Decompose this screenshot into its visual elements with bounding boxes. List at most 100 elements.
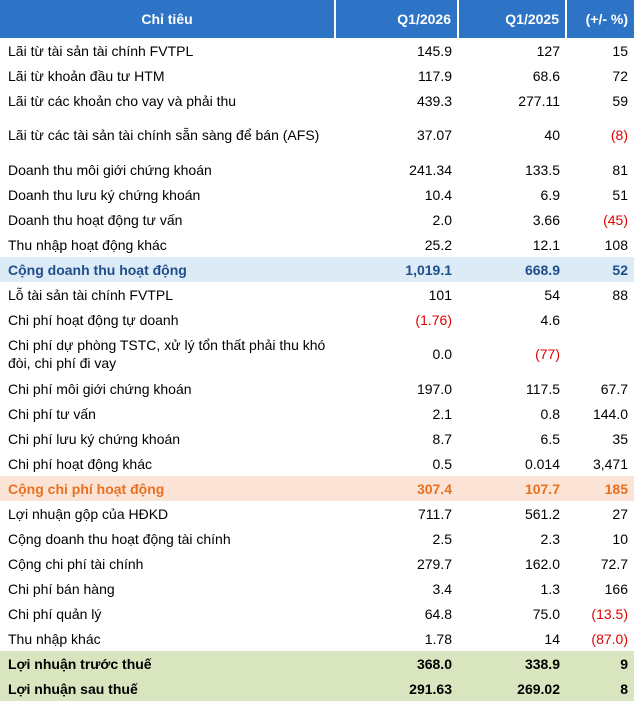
value-cell: 68.6 [532, 67, 560, 84]
table-row: Lỗ tài sản tài chính FVTPL 101 54 88 [0, 282, 634, 307]
value-cell: 279.7 [416, 555, 452, 572]
value-cell: 145.9 [416, 42, 452, 59]
table-row: Lãi từ khoản đầu tư HTM 117.9 68.6 72 [0, 63, 634, 88]
value-cell: (13.5) [591, 605, 628, 622]
row-label: Chi phí hoạt động khác [8, 455, 152, 472]
table-row: Chi phí lưu ký chứng khoán 8.7 6.5 35 [0, 426, 634, 451]
value-cell: 711.7 [418, 505, 452, 522]
value-cell: 81 [612, 161, 628, 178]
value-cell: 117.9 [418, 67, 452, 84]
value-cell: 8 [566, 676, 634, 701]
value-cell: 4.6 [540, 311, 560, 328]
value-cell: 75.0 [532, 605, 560, 622]
value-cell: 72 [612, 67, 628, 84]
value-cell: 59 [612, 92, 628, 109]
value-cell: 1,019.1 [335, 257, 458, 282]
row-label: Doanh thu lưu ký chứng khoán [8, 186, 201, 203]
value-cell: 10.4 [424, 186, 452, 203]
value-cell: 2.1 [432, 405, 452, 422]
value-cell: 6.5 [540, 430, 560, 447]
empty-cell [566, 307, 634, 332]
table-row: Doanh thu hoạt động tư vấn 2.0 3.66 (45) [0, 207, 634, 232]
table-row: Chi phí bán hàng 3.4 1.3 166 [0, 576, 634, 601]
table-row: Doanh thu môi giới chứng khoán 241.34 133.… [0, 157, 634, 182]
value-cell: 8.7 [432, 430, 452, 447]
value-cell: 561.2 [524, 505, 560, 522]
table-row: Thu nhập khác 1.78 14 (87.0) [0, 626, 634, 651]
value-cell: 368.0 [335, 651, 458, 676]
row-label: Lợi nhuận sau thuế [0, 676, 335, 701]
empty-cell [566, 332, 634, 376]
row-label: Cộng doanh thu hoạt động tài chính [8, 530, 231, 547]
value-cell: 64.8 [424, 605, 452, 622]
value-cell: 14 [544, 630, 560, 647]
table-row: Lợi nhuận sau thuế 291.63 269.02 8 [0, 676, 634, 701]
value-cell: 1.3 [540, 580, 560, 597]
value-cell: 0.5 [432, 455, 452, 472]
value-cell: 101 [428, 286, 452, 303]
row-label: Thu nhập khác [8, 630, 101, 647]
value-cell: 3,471 [592, 455, 628, 472]
value-cell: 107.7 [458, 476, 566, 501]
table-row: Cộng doanh thu hoạt động 1,019.1 668.9 52 [0, 257, 634, 282]
row-label: Chi phí dự phòng TSTC, xử lý tổn thất ph… [8, 337, 326, 371]
value-cell: 291.63 [335, 676, 458, 701]
value-cell: 241.34 [409, 161, 452, 178]
table-row: Doanh thu lưu ký chứng khoán 10.4 6.9 51 [0, 182, 634, 207]
table-row: Cộng chi phí tài chính 279.7 162.0 72.7 [0, 551, 634, 576]
value-cell: 185 [566, 476, 634, 501]
value-cell: 127 [536, 42, 560, 59]
row-label: Doanh thu hoạt động tư vấn [8, 211, 183, 228]
table-row: Lợi nhuận gộp của HĐKD 711.7 561.2 27 [0, 501, 634, 526]
value-cell: 37.07 [416, 127, 452, 143]
value-cell: 15 [612, 42, 628, 59]
row-label: Lợi nhuận gộp của HĐKD [8, 505, 169, 522]
row-label: Chi phí hoạt động tự doanh [8, 311, 179, 328]
value-cell: 6.9 [540, 186, 560, 203]
value-cell: 72.7 [600, 555, 628, 572]
row-label: Lãi từ tài sản tài chính FVTPL [8, 42, 194, 59]
value-cell: 2.0 [432, 211, 452, 228]
value-cell: 35 [612, 430, 628, 447]
value-cell: 12.1 [532, 236, 560, 253]
table-row: Lãi từ tài sản tài chính FVTPL 145.9 127 15 [0, 38, 634, 63]
row-label: Lợi nhuận trước thuế [0, 651, 335, 676]
table-row: Lợi nhuận trước thuế 368.0 338.9 9 [0, 651, 634, 676]
row-label: Lỗ tài sản tài chính FVTPL [8, 286, 173, 303]
value-cell: 108 [604, 236, 628, 253]
row-label: Chi phí quản lý [8, 605, 102, 622]
value-cell: (1.76) [415, 311, 452, 328]
value-cell: 117.5 [526, 380, 560, 397]
table-row: Lãi từ các tài sản tài chính sẵn sàng để… [0, 113, 634, 157]
header-row: Chỉ tiêu Q1/2026 Q1/2025 (+/- %) [0, 0, 634, 38]
table-row: Chi phí dự phòng TSTC, xử lý tổn thất ph… [0, 332, 634, 376]
value-cell: 3.66 [532, 211, 560, 228]
value-cell: (8) [610, 127, 628, 143]
value-cell: 88 [612, 286, 628, 303]
value-cell: 269.02 [458, 676, 566, 701]
table-row: Thu nhập hoạt động khác 25.2 12.1 108 [0, 232, 634, 257]
value-cell: 133.5 [524, 161, 560, 178]
value-cell: 0.0 [432, 346, 452, 362]
value-cell: 2.5 [432, 530, 452, 547]
row-label: Chi phí bán hàng [8, 580, 115, 597]
row-label: Cộng chi phí tài chính [8, 555, 144, 572]
value-cell: 25.2 [424, 236, 452, 253]
table-row: Chi phí quản lý 64.8 75.0 (13.5) [0, 601, 634, 626]
value-cell: 2.3 [540, 530, 560, 547]
table-row: Chi phí hoạt động khác 0.5 0.014 3,471 [0, 451, 634, 476]
table-row: Chi phí hoạt động tự doanh (1.76) 4.6 [0, 307, 634, 332]
value-cell: 0.014 [524, 455, 560, 472]
value-cell: 40 [544, 127, 560, 143]
value-cell: 162.0 [524, 555, 560, 572]
value-cell: 27 [612, 505, 628, 522]
row-label: Chi phí lưu ký chứng khoán [8, 430, 181, 447]
value-cell: 439.3 [416, 92, 452, 109]
value-cell: 277.11 [518, 92, 560, 109]
table-row: Cộng chi phí hoạt động 307.4 107.7 185 [0, 476, 634, 501]
value-cell: 3.4 [432, 580, 452, 597]
row-label: Lãi từ các khoản cho vay và phải thu [8, 92, 237, 109]
row-label: Chi phí tư vấn [8, 405, 96, 422]
